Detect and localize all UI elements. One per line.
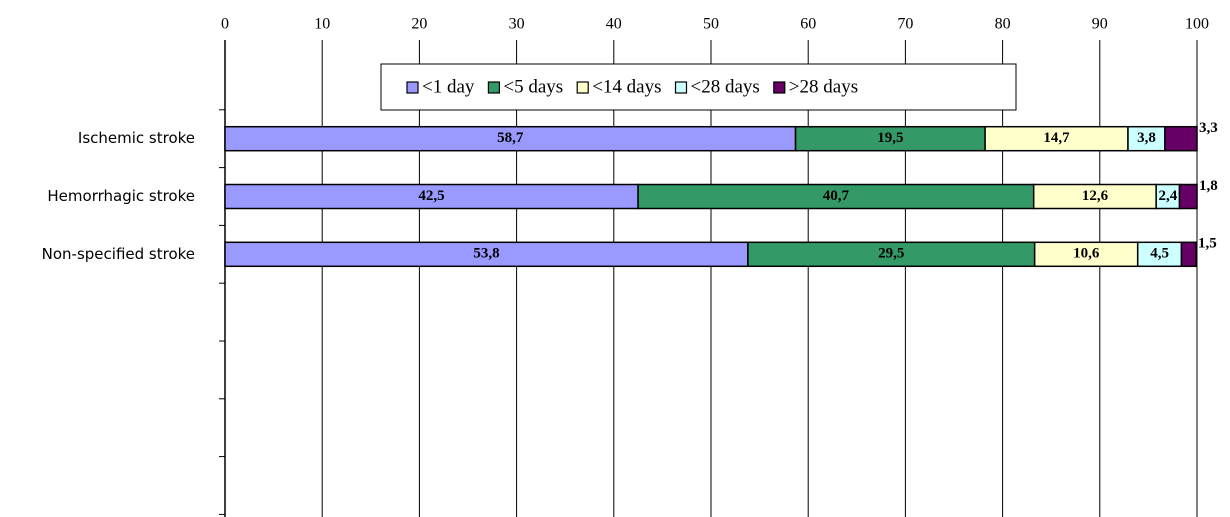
value-label: 2,4	[1158, 188, 1177, 204]
legend-label: <14 days	[592, 76, 661, 97]
x-tick-label: 90	[1092, 16, 1108, 33]
legend-label: >28 days	[789, 76, 858, 97]
legend-swatch	[487, 81, 501, 94]
legend-swatch	[576, 81, 589, 94]
bar-segment	[224, 183, 639, 210]
x-tick-label: 80	[995, 16, 1011, 33]
x-tick-label: 10	[314, 16, 330, 33]
value-label: 53,8	[473, 246, 499, 262]
bar-segment	[1164, 125, 1198, 152]
value-label: 1,5	[1198, 236, 1217, 252]
value-label: 29,5	[878, 246, 904, 262]
legend-label: <28 days	[691, 76, 760, 97]
x-tick-label: 20	[411, 16, 427, 33]
x-tick-label: 60	[800, 16, 816, 33]
value-label: 3,8	[1137, 130, 1156, 146]
legend-box	[380, 63, 1017, 111]
legend-swatch	[406, 81, 419, 94]
value-label: 3,3	[1199, 120, 1218, 136]
value-label: 58,7	[497, 130, 524, 146]
value-label: 42,5	[418, 188, 444, 204]
bar-segment	[224, 125, 797, 152]
x-tick-label: 40	[606, 16, 622, 33]
legend-swatch	[773, 81, 786, 94]
value-label: 19,5	[877, 130, 903, 146]
x-tick-label: 0	[221, 16, 229, 33]
value-label: 4,5	[1150, 246, 1169, 262]
x-tick-label: 50	[703, 16, 719, 33]
value-label: 12,6	[1082, 188, 1109, 204]
legend-swatch	[674, 81, 688, 94]
value-label: 14,7	[1043, 130, 1070, 146]
value-label: 10,6	[1073, 246, 1100, 262]
bar-segment	[1032, 183, 1157, 210]
x-tick-label: 70	[897, 16, 913, 33]
category-label: Non-specified stroke	[42, 245, 195, 263]
x-tick-label: 100	[1185, 16, 1209, 33]
bar-segment	[794, 125, 986, 152]
category-label: Hemorrhagic stroke	[47, 187, 195, 205]
x-tick-label: 30	[509, 16, 525, 33]
value-label: 1,8	[1199, 178, 1218, 194]
bar-segment	[1178, 183, 1198, 210]
category-label: Ischemic stroke	[78, 129, 195, 147]
bar-segment	[1136, 241, 1183, 268]
bar-segment	[1180, 241, 1197, 268]
value-label: 40,7	[823, 188, 850, 204]
bar-segment	[1033, 241, 1139, 268]
legend-label: <1 day	[422, 76, 475, 97]
legend-label: <5 days	[503, 76, 563, 97]
